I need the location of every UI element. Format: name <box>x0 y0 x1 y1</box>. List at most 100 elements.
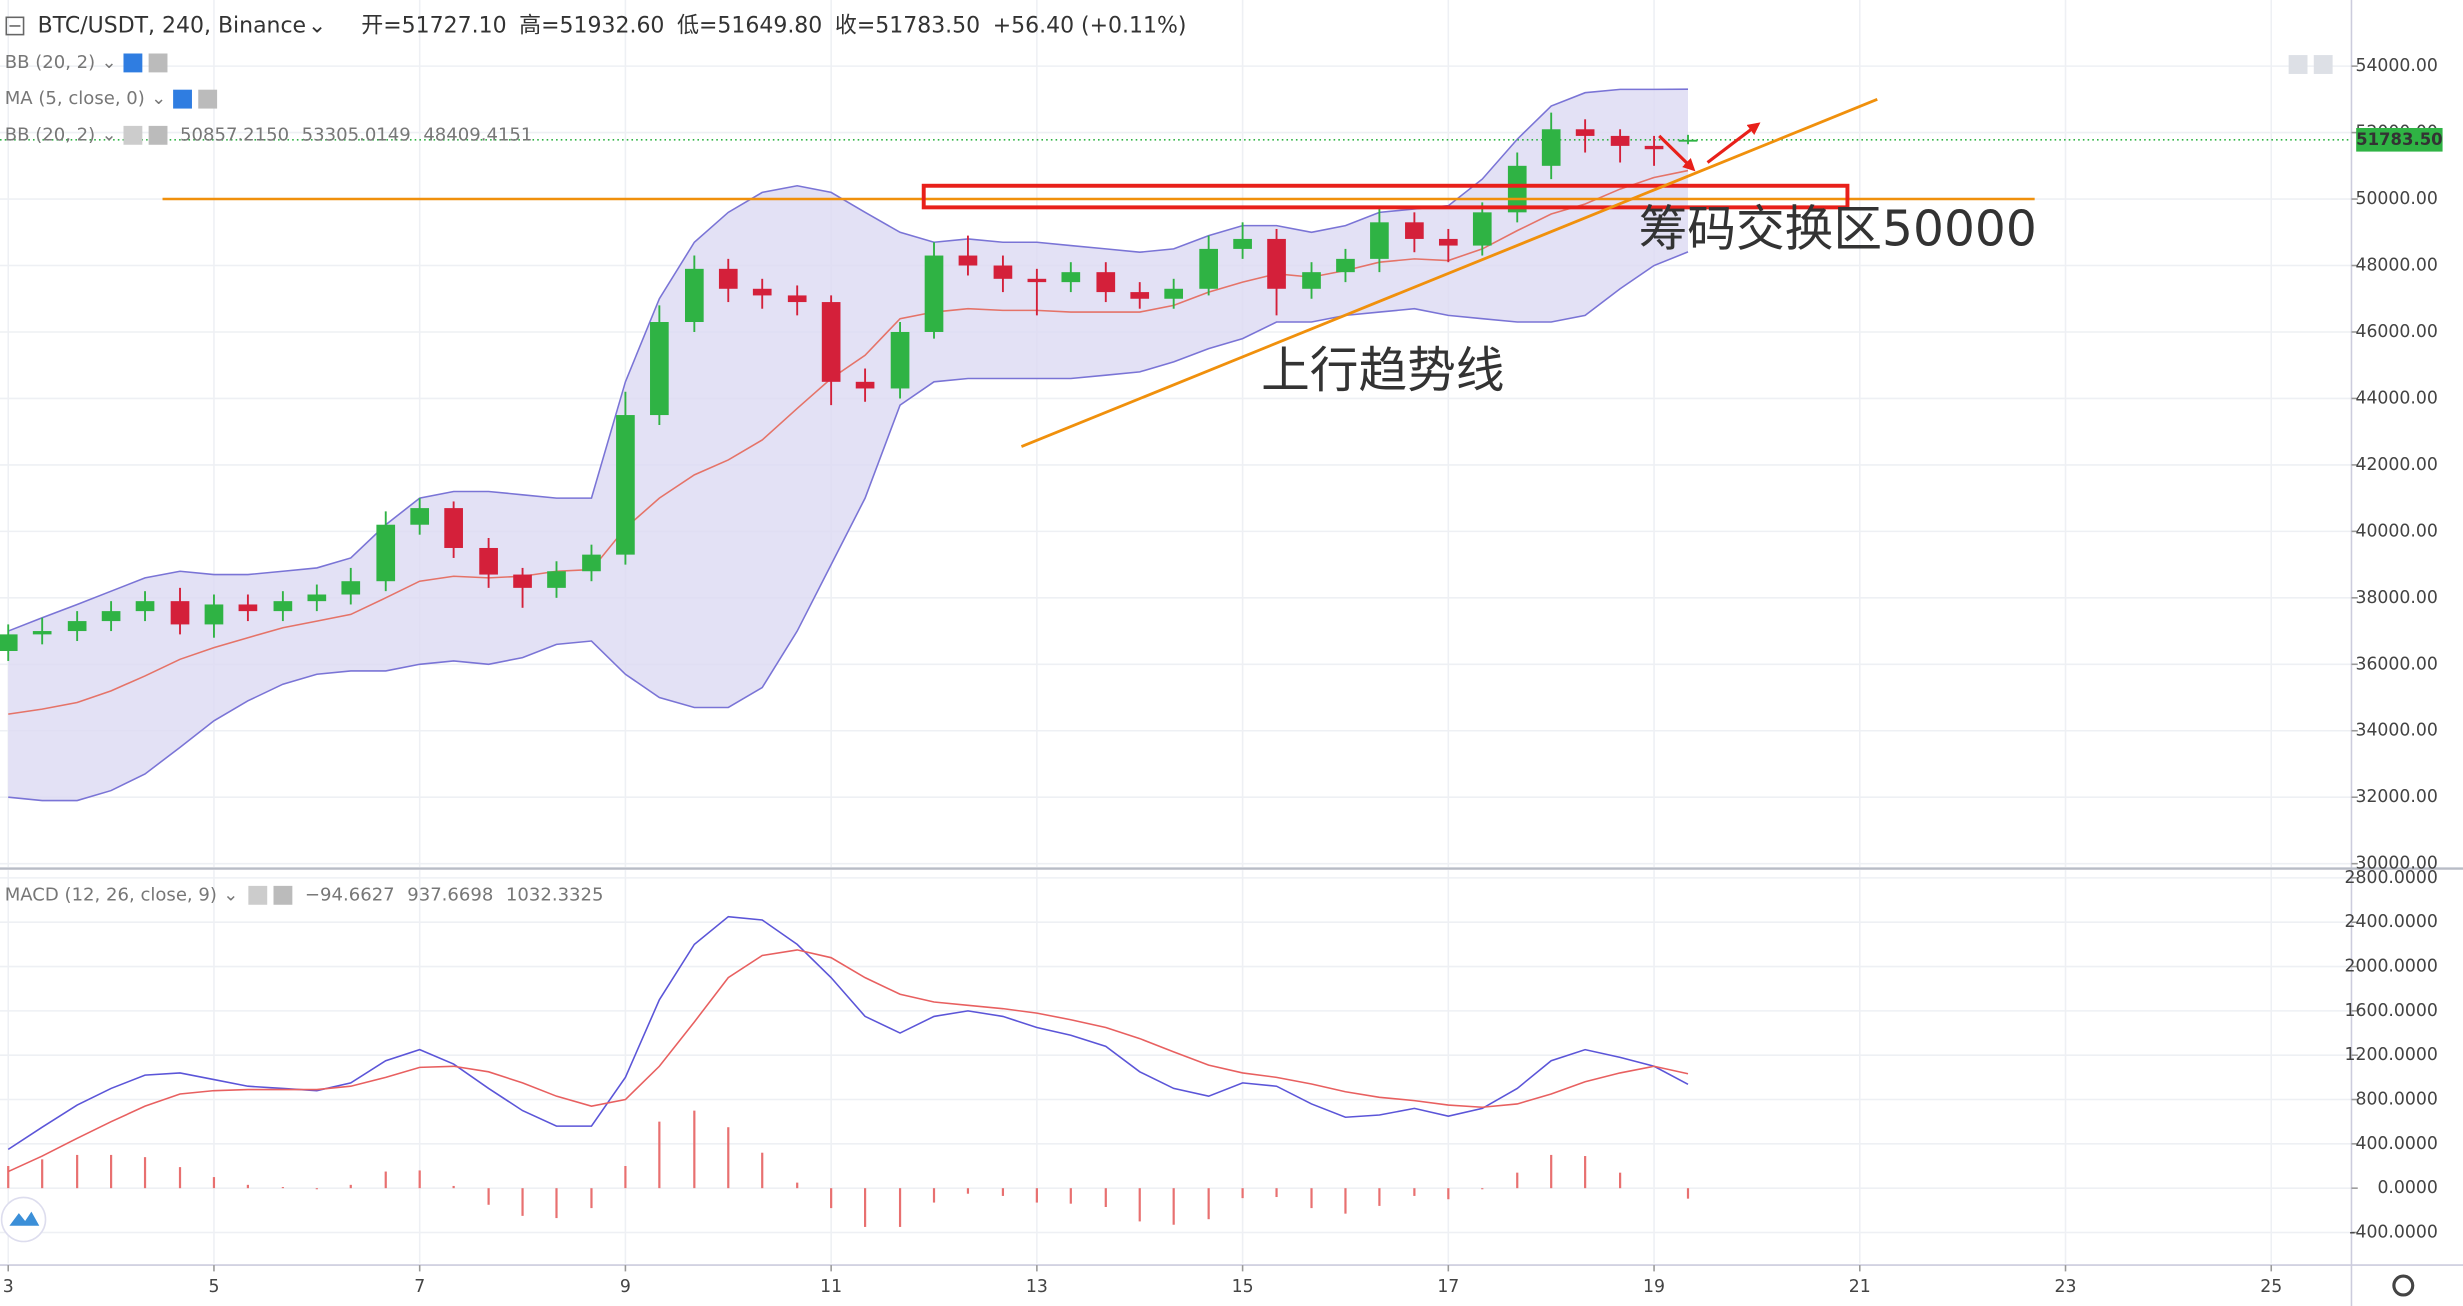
indicator-button[interactable] <box>123 53 143 73</box>
indicator-button[interactable] <box>198 89 218 109</box>
candle-body <box>650 322 669 416</box>
band-lower <box>8 251 1689 802</box>
annotation-text: 上行趋势线 <box>1261 343 1504 399</box>
caret[interactable]: ⌄ <box>308 14 326 39</box>
candle-body <box>1267 238 1286 289</box>
x-tick-label: 23 <box>2055 1277 2077 1297</box>
indicator-value: −94.6627 <box>305 884 395 905</box>
candle-body <box>1370 222 1389 259</box>
candle-body <box>821 302 841 382</box>
indicator-value: 50857.2150 <box>180 124 289 145</box>
x-tick-label: 15 <box>1232 1277 1254 1297</box>
y-tick-label: 48000.00 <box>2355 256 2437 276</box>
x-tick-label: 11 <box>820 1277 842 1297</box>
indicator-button[interactable] <box>173 89 192 109</box>
caret[interactable]: ⌄ <box>101 52 116 73</box>
candle-body <box>993 265 1013 279</box>
candle-body <box>752 288 772 296</box>
arrow <box>1658 134 1696 172</box>
button[interactable] <box>2313 55 2333 74</box>
arrow <box>1706 122 1761 164</box>
candle-body <box>170 601 190 625</box>
candle-body <box>1233 238 1252 249</box>
y-tick-label: 38000.00 <box>2355 588 2437 608</box>
candle-body <box>1507 165 1527 213</box>
candle-body <box>1336 258 1355 273</box>
candle-body <box>32 631 52 635</box>
y-tick-label: 44000.00 <box>2355 388 2437 408</box>
candle-body <box>67 621 87 632</box>
y-tick-label: 54000.00 <box>2355 56 2437 76</box>
axes: 30000.00 32000.00 34000.00 36000.00 38000.00… <box>3 56 2443 1297</box>
candle-body <box>1678 139 1698 142</box>
candle-body <box>444 508 463 548</box>
candle-body <box>0 634 18 651</box>
trend-line <box>1020 98 1878 448</box>
last-price-label: 51783.50 <box>2356 130 2443 149</box>
button[interactable] <box>2288 55 2308 74</box>
collapse-icon[interactable] <box>5 16 25 36</box>
candle-body <box>376 524 396 582</box>
x-tick-label: 13 <box>1026 1277 1048 1297</box>
indicator-button[interactable] <box>273 885 293 905</box>
x-tick-label: 21 <box>1849 1277 1871 1297</box>
candle-body <box>479 547 498 575</box>
indicator-button[interactable] <box>148 53 168 73</box>
candle-body <box>1164 288 1184 299</box>
indicator-button[interactable] <box>123 125 143 145</box>
indicator-value: 53305.0149 <box>302 124 411 145</box>
candle-body <box>307 594 327 602</box>
candle-body <box>1472 212 1492 246</box>
indicator-line <box>7 949 1689 1173</box>
candle-body <box>341 581 361 595</box>
x-tick-label: 3 <box>3 1277 14 1297</box>
caret[interactable]: ⌄ <box>101 124 116 145</box>
candle-body <box>1061 272 1081 283</box>
y-tick-label: 1200.0000 <box>2344 1045 2437 1065</box>
logo-mark <box>9 1211 40 1226</box>
y-tick-label: 30000.00 <box>2355 854 2437 874</box>
y-tick-label: 2800.0000 <box>2344 868 2437 888</box>
indicator-button[interactable] <box>148 125 168 145</box>
candle-body <box>204 604 224 625</box>
annotations: 筹码交换区50000 上行趋势线 <box>162 98 2037 448</box>
caret[interactable]: ⌄ <box>151 88 166 109</box>
x-tick-label: 9 <box>620 1277 631 1297</box>
candle-body <box>547 571 566 588</box>
symbol-title[interactable]: BTC/USDT, 240, Binance <box>38 14 306 39</box>
zone-rectangle <box>921 183 1850 210</box>
y-tick-label: 400.0000 <box>2355 1134 2437 1154</box>
annotation-text: 筹码交换区50000 <box>1639 201 2037 257</box>
candle-body <box>1027 278 1047 283</box>
candle-body <box>1610 135 1630 146</box>
change-value: +56.40 (+0.11%) <box>993 14 1187 39</box>
candle-body <box>855 381 875 389</box>
x-tick-label: 7 <box>414 1277 425 1297</box>
indicator-title: BB (20, 2) <box>5 124 96 145</box>
candle-body <box>718 268 738 289</box>
y-tick-label: 34000.00 <box>2355 721 2437 741</box>
caret[interactable]: ⌄ <box>223 884 238 905</box>
y-tick-label: 36000.00 <box>2355 654 2437 674</box>
candle-body <box>1130 292 1150 299</box>
y-tick-label: 0.0000 <box>2377 1178 2437 1198</box>
candle-body <box>1302 272 1321 289</box>
y-tick-label: 42000.00 <box>2355 455 2437 475</box>
indicator-button[interactable] <box>248 885 268 905</box>
last-price-box <box>2356 127 2443 152</box>
ohlc-value: 开=51727.10 <box>361 14 506 39</box>
x-tick-label: 25 <box>2260 1277 2282 1297</box>
y-tick-label: 1600.0000 <box>2344 1001 2437 1021</box>
indicator-title: BB (20, 2) <box>5 52 96 73</box>
y-tick-label: 40000.00 <box>2355 521 2437 541</box>
candle-body <box>924 255 944 332</box>
candle-body <box>1405 222 1424 239</box>
x-tick-label: 19 <box>1643 1277 1665 1297</box>
candle-body <box>273 601 293 612</box>
candle-body <box>1438 238 1458 246</box>
candle-body <box>1644 145 1664 150</box>
settings-icon[interactable] <box>2392 1274 2415 1297</box>
candle-body <box>890 331 910 389</box>
